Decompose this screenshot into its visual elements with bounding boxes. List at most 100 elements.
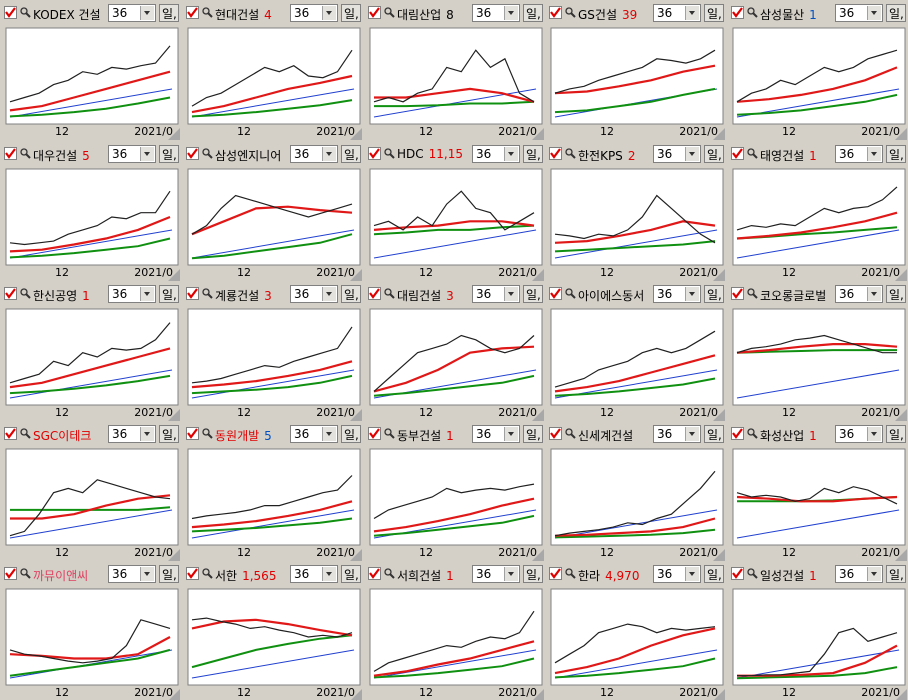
dropdown-arrow[interactable] xyxy=(685,287,699,301)
checkbox[interactable] xyxy=(186,427,199,440)
resize-grip[interactable] xyxy=(532,269,544,281)
search-icon[interactable] xyxy=(20,288,31,299)
search-icon[interactable] xyxy=(202,428,213,439)
resize-grip[interactable] xyxy=(532,128,544,140)
dropdown-arrow[interactable] xyxy=(504,6,518,20)
period-select[interactable]: 36 xyxy=(472,145,520,163)
period-select[interactable]: 36 xyxy=(653,425,701,443)
unit-button[interactable]: 일, xyxy=(704,145,724,163)
period-select[interactable]: 36 xyxy=(835,425,883,443)
search-icon[interactable] xyxy=(747,7,758,18)
period-select[interactable]: 36 xyxy=(108,4,156,22)
resize-grip[interactable] xyxy=(168,549,180,561)
period-select[interactable]: 36 xyxy=(653,4,701,22)
resize-grip[interactable] xyxy=(350,269,362,281)
search-icon[interactable] xyxy=(202,7,213,18)
dropdown-arrow[interactable] xyxy=(140,6,154,20)
unit-button[interactable]: 일, xyxy=(341,565,361,583)
checkbox[interactable] xyxy=(731,6,744,19)
period-select[interactable]: 36 xyxy=(108,145,156,163)
checkbox[interactable] xyxy=(731,567,744,580)
dropdown-arrow[interactable] xyxy=(685,567,699,581)
resize-grip[interactable] xyxy=(168,269,180,281)
unit-button[interactable]: 일, xyxy=(341,425,361,443)
unit-button[interactable]: 일, xyxy=(523,4,543,22)
checkbox[interactable] xyxy=(4,567,17,580)
unit-button[interactable]: 일, xyxy=(523,425,543,443)
period-select[interactable]: 36 xyxy=(472,425,520,443)
period-select[interactable]: 36 xyxy=(108,285,156,303)
dropdown-arrow[interactable] xyxy=(504,427,518,441)
unit-button[interactable]: 일, xyxy=(704,285,724,303)
checkbox[interactable] xyxy=(4,427,17,440)
search-icon[interactable] xyxy=(565,148,576,159)
resize-grip[interactable] xyxy=(713,689,725,700)
resize-grip[interactable] xyxy=(532,549,544,561)
unit-button[interactable]: 일, xyxy=(341,285,361,303)
unit-button[interactable]: 일, xyxy=(159,145,179,163)
dropdown-arrow[interactable] xyxy=(867,147,881,161)
search-icon[interactable] xyxy=(384,428,395,439)
search-icon[interactable] xyxy=(202,568,213,579)
checkbox[interactable] xyxy=(4,6,17,19)
checkbox[interactable] xyxy=(186,287,199,300)
period-select[interactable]: 36 xyxy=(472,285,520,303)
period-select[interactable]: 36 xyxy=(290,565,338,583)
dropdown-arrow[interactable] xyxy=(140,427,154,441)
resize-grip[interactable] xyxy=(168,409,180,421)
resize-grip[interactable] xyxy=(895,128,907,140)
search-icon[interactable] xyxy=(384,568,395,579)
dropdown-arrow[interactable] xyxy=(867,6,881,20)
dropdown-arrow[interactable] xyxy=(867,427,881,441)
resize-grip[interactable] xyxy=(350,689,362,700)
unit-button[interactable]: 일, xyxy=(159,425,179,443)
resize-grip[interactable] xyxy=(895,409,907,421)
resize-grip[interactable] xyxy=(350,409,362,421)
checkbox[interactable] xyxy=(731,427,744,440)
period-select[interactable]: 36 xyxy=(290,145,338,163)
dropdown-arrow[interactable] xyxy=(140,147,154,161)
unit-button[interactable]: 일, xyxy=(886,425,906,443)
dropdown-arrow[interactable] xyxy=(685,6,699,20)
unit-button[interactable]: 일, xyxy=(159,565,179,583)
unit-button[interactable]: 일, xyxy=(159,285,179,303)
unit-button[interactable]: 일, xyxy=(523,285,543,303)
resize-grip[interactable] xyxy=(895,549,907,561)
period-select[interactable]: 36 xyxy=(472,565,520,583)
checkbox[interactable] xyxy=(186,147,199,160)
checkbox[interactable] xyxy=(368,567,381,580)
search-icon[interactable] xyxy=(384,7,395,18)
checkbox[interactable] xyxy=(368,287,381,300)
resize-grip[interactable] xyxy=(168,689,180,700)
period-select[interactable]: 36 xyxy=(290,4,338,22)
checkbox[interactable] xyxy=(4,147,17,160)
checkbox[interactable] xyxy=(549,567,562,580)
period-select[interactable]: 36 xyxy=(835,565,883,583)
checkbox[interactable] xyxy=(4,287,17,300)
resize-grip[interactable] xyxy=(532,689,544,700)
unit-button[interactable]: 일, xyxy=(523,145,543,163)
period-select[interactable]: 36 xyxy=(835,285,883,303)
period-select[interactable]: 36 xyxy=(108,425,156,443)
search-icon[interactable] xyxy=(20,7,31,18)
dropdown-arrow[interactable] xyxy=(322,287,336,301)
search-icon[interactable] xyxy=(747,428,758,439)
period-select[interactable]: 36 xyxy=(835,4,883,22)
search-icon[interactable] xyxy=(565,7,576,18)
search-icon[interactable] xyxy=(747,288,758,299)
dropdown-arrow[interactable] xyxy=(322,427,336,441)
unit-button[interactable]: 일, xyxy=(341,145,361,163)
unit-button[interactable]: 일, xyxy=(341,4,361,22)
unit-button[interactable]: 일, xyxy=(886,4,906,22)
resize-grip[interactable] xyxy=(350,128,362,140)
checkbox[interactable] xyxy=(368,147,381,160)
dropdown-arrow[interactable] xyxy=(504,287,518,301)
checkbox[interactable] xyxy=(731,287,744,300)
dropdown-arrow[interactable] xyxy=(867,567,881,581)
search-icon[interactable] xyxy=(202,288,213,299)
resize-grip[interactable] xyxy=(895,269,907,281)
search-icon[interactable] xyxy=(565,568,576,579)
checkbox[interactable] xyxy=(186,567,199,580)
checkbox[interactable] xyxy=(549,287,562,300)
checkbox[interactable] xyxy=(368,427,381,440)
